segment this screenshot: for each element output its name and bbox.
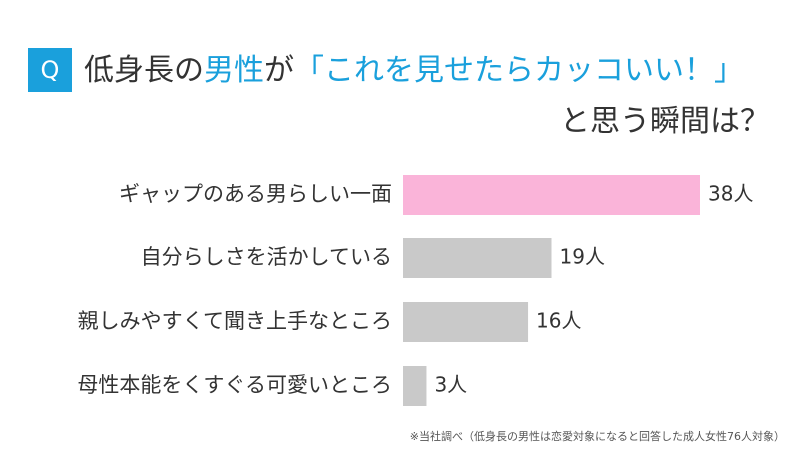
- category-label: 自分らしさを活かしている: [141, 245, 392, 269]
- bar: [403, 302, 529, 342]
- value-label: 16人: [536, 309, 581, 333]
- note: ※当社調べ（低身長の男性は恋愛対象になると回答した成人女性76人対象）: [410, 429, 785, 443]
- title-part: と思う瞬間は？: [560, 104, 770, 139]
- bar: [403, 238, 552, 278]
- value-label: 19人: [560, 245, 605, 269]
- badge-box: [28, 48, 72, 92]
- badge: Q: [41, 56, 60, 84]
- title-part: 「これを見せたらカッコいい！」: [294, 53, 744, 88]
- value-label: 3人: [434, 373, 467, 397]
- title-part: が: [264, 53, 294, 88]
- category-label: ギャップのある男らしい一面: [119, 182, 392, 206]
- category-label: 親しみやすくて聞き上手なところ: [78, 309, 392, 333]
- title-part: 低身長の: [84, 53, 204, 88]
- value-label: 38人: [708, 182, 753, 206]
- chart-title: と思う瞬間は？: [560, 104, 770, 139]
- bar: [403, 175, 700, 215]
- title-part: 男性: [204, 53, 264, 88]
- bar: [403, 366, 427, 406]
- chart-title: 低身長の男性が「これを見せたらカッコいい！」: [84, 53, 744, 88]
- category-label: 母性本能をくすぐる可愛いところ: [77, 373, 392, 397]
